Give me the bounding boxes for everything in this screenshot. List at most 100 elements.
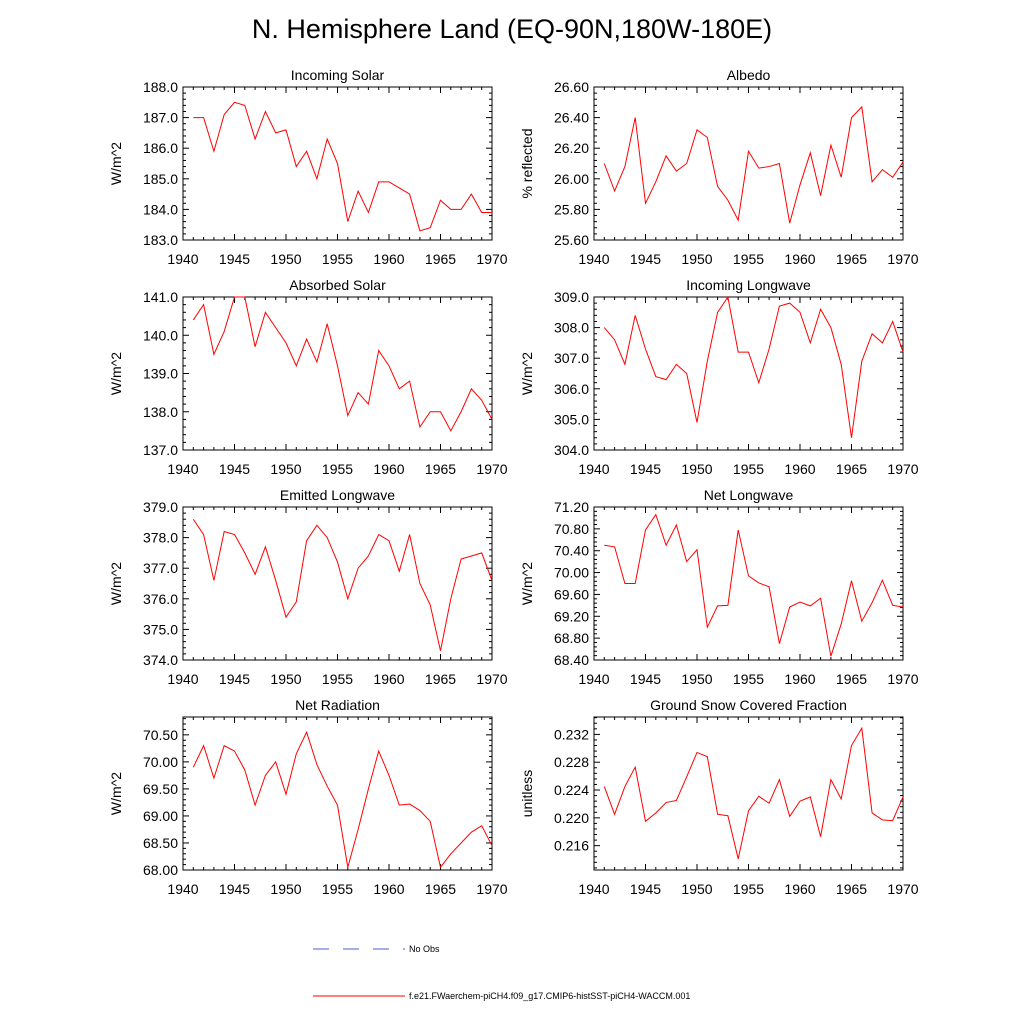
y-axis-label: W/m^2 xyxy=(519,352,535,395)
series-line xyxy=(603,105,904,224)
y-axis-label: W/m^2 xyxy=(108,772,124,815)
x-tick-label: 1955 xyxy=(322,251,353,267)
y-axis-label: unitless xyxy=(519,770,535,817)
x-tick-label: 1950 xyxy=(270,251,301,267)
x-tick-label: 1970 xyxy=(476,671,507,687)
x-tick-label: 1965 xyxy=(425,881,456,897)
x-tick-label: 1960 xyxy=(373,251,404,267)
x-tick-label: 1950 xyxy=(270,461,301,477)
y-tick-label: 69.60 xyxy=(554,586,589,602)
y-tick-label: 68.00 xyxy=(143,862,178,878)
x-tick-label: 1965 xyxy=(425,461,456,477)
y-tick-label: 188.0 xyxy=(143,79,178,95)
x-tick-label: 1970 xyxy=(887,671,918,687)
chart-absorbed-solar: Absorbed Solar W/m^2 1940 1945 1950 1955 1960 1… xyxy=(108,277,508,477)
y-tick-label: 309.0 xyxy=(554,289,589,305)
x-tick-label: 1955 xyxy=(322,671,353,687)
y-tick-label: 186.0 xyxy=(143,140,178,156)
x-tick-label: 1960 xyxy=(784,461,815,477)
x-tick-label: 1970 xyxy=(476,461,507,477)
x-tick-label: 1940 xyxy=(578,881,609,897)
x-tick-label: 1940 xyxy=(578,671,609,687)
x-tick-label: 1950 xyxy=(681,881,712,897)
x-tick-label: 1945 xyxy=(630,251,661,267)
page-title: N. Hemisphere Land (EQ-90N,180W-180E) xyxy=(251,14,773,44)
y-tick-label: 68.80 xyxy=(554,630,589,646)
y-tick-label: 379.0 xyxy=(143,499,178,515)
x-tick-label: 1955 xyxy=(733,251,764,267)
x-tick-label: 1960 xyxy=(784,881,815,897)
x-tick-label: 1940 xyxy=(167,671,198,687)
y-axis-label: W/m^2 xyxy=(108,142,124,185)
y-tick-label: 68.40 xyxy=(554,652,589,668)
y-axis-label: W/m^2 xyxy=(519,562,535,605)
series-line xyxy=(193,101,492,232)
y-tick-label: 71.20 xyxy=(554,499,589,515)
chart-title: Incoming Solar xyxy=(291,67,385,83)
chart-albedo: Albedo % reflected 1940 1945 1950 1955 1960 196… xyxy=(519,67,919,267)
x-tick-label: 1960 xyxy=(373,881,404,897)
x-tick-label: 1960 xyxy=(784,251,815,267)
y-tick-label: 137.0 xyxy=(143,442,178,458)
y-tick-label: 183.0 xyxy=(143,232,178,248)
y-tick-label: 25.80 xyxy=(554,201,589,217)
x-tick-label: 1940 xyxy=(578,461,609,477)
x-tick-label: 1940 xyxy=(578,251,609,267)
x-tick-label: 1970 xyxy=(476,251,507,267)
chart-incoming-longwave: Incoming Longwave W/m^2 1940 1945 1950 1955 19… xyxy=(519,277,919,477)
x-tick-label: 1940 xyxy=(167,251,198,267)
y-axis-label: % reflected xyxy=(519,128,535,198)
x-tick-label: 1965 xyxy=(425,251,456,267)
x-tick-label: 1960 xyxy=(784,671,815,687)
plot-frame xyxy=(593,506,904,661)
chart-emitted-longwave: Emitted Longwave W/m^2 1940 1945 1950 1955 196… xyxy=(108,487,508,687)
y-tick-label: 140.0 xyxy=(143,327,178,343)
x-tick-label: 1945 xyxy=(219,461,250,477)
series-line xyxy=(603,726,904,859)
chart-title: Ground Snow Covered Fraction xyxy=(650,697,847,713)
y-tick-label: 139.0 xyxy=(143,366,178,382)
y-axis-label: W/m^2 xyxy=(108,562,124,605)
y-tick-label: 187.0 xyxy=(143,110,178,126)
x-tick-label: 1945 xyxy=(630,461,661,477)
chart-incoming-solar: Incoming Solar W/m^2 1940 1945 1950 1955 1960 1… xyxy=(108,67,508,267)
x-tick-label: 1940 xyxy=(167,461,198,477)
x-tick-label: 1970 xyxy=(476,881,507,897)
plot-frame xyxy=(182,506,493,661)
y-tick-label: 304.0 xyxy=(554,442,589,458)
y-tick-label: 70.00 xyxy=(554,565,589,581)
y-tick-label: 69.00 xyxy=(143,808,178,824)
y-tick-label: 138.0 xyxy=(143,404,178,420)
y-tick-label: 0.232 xyxy=(554,726,589,742)
x-tick-label: 1945 xyxy=(219,671,250,687)
plot-frame xyxy=(182,716,493,871)
x-tick-label: 1970 xyxy=(887,881,918,897)
y-tick-label: 377.0 xyxy=(143,560,178,576)
y-tick-label: 375.0 xyxy=(143,621,178,637)
chart-title: Emitted Longwave xyxy=(280,487,395,503)
x-tick-label: 1965 xyxy=(836,881,867,897)
x-tick-label: 1950 xyxy=(270,881,301,897)
series-line xyxy=(192,730,493,869)
x-tick-label: 1940 xyxy=(167,881,198,897)
legend: No Obs f.e21.FWaerchem-piCH4.f09_g17.CMI… xyxy=(313,944,690,1001)
chart-ground-snow-covered-fraction: Ground Snow Covered Fraction unitless 1940… xyxy=(519,697,919,897)
y-tick-label: 306.0 xyxy=(554,381,589,397)
y-tick-label: 376.0 xyxy=(143,591,178,607)
y-tick-label: 70.00 xyxy=(143,754,178,770)
x-tick-label: 1945 xyxy=(219,251,250,267)
x-tick-label: 1945 xyxy=(630,671,661,687)
chart-net-radiation: Net Radiation W/m^2 1940 1945 1950 1955 1960 19… xyxy=(108,697,508,897)
x-tick-label: 1955 xyxy=(322,461,353,477)
y-tick-label: 141.0 xyxy=(143,289,178,305)
y-tick-label: 307.0 xyxy=(554,350,589,366)
x-tick-label: 1965 xyxy=(836,671,867,687)
y-tick-label: 305.0 xyxy=(554,411,589,427)
legend-label-no-obs: No Obs xyxy=(409,944,440,954)
chart-panels: Incoming Solar W/m^2 1940 1945 1950 1955 1960 1… xyxy=(108,67,919,897)
y-tick-label: 70.80 xyxy=(554,521,589,537)
x-tick-label: 1945 xyxy=(219,881,250,897)
y-tick-label: 70.40 xyxy=(554,543,589,559)
y-tick-label: 26.20 xyxy=(554,140,589,156)
